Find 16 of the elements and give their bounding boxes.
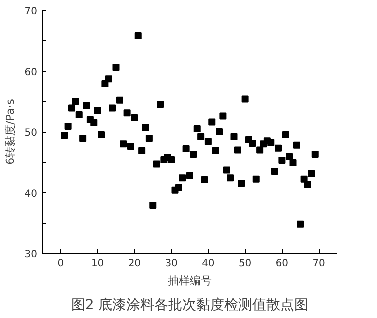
x-axis-title: 抽样编号 [168, 274, 212, 288]
y-tick-label: 40 [24, 188, 38, 200]
x-tick-label: 60 [276, 258, 289, 270]
x-tick-label: 50 [238, 258, 252, 270]
y-axis-title: 6转黏度/Pa·s [4, 98, 17, 165]
x-tick-label: 20 [128, 258, 142, 270]
x-tick-label: 30 [165, 258, 178, 270]
y-tick-label: 70 [24, 6, 38, 18]
text: 图2 底漆涂料各批次黏度检测值散点图 [71, 298, 309, 314]
x-tick-label: 0 [58, 258, 64, 270]
x-tick-label: 40 [202, 258, 215, 270]
y-tick-label: 50 [24, 128, 38, 139]
y-tick-label: 60 [24, 67, 38, 78]
x-tick-label: 10 [91, 258, 104, 270]
x-tick-label: 70 [312, 258, 326, 270]
y-tick-label: 30 [24, 250, 38, 260]
